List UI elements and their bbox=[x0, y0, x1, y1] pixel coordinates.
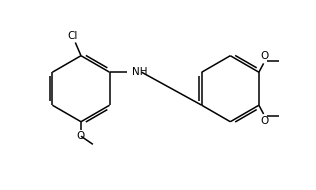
Text: O: O bbox=[260, 51, 268, 61]
Text: Cl: Cl bbox=[67, 31, 77, 41]
Text: O: O bbox=[77, 131, 85, 141]
Text: NH: NH bbox=[132, 67, 148, 77]
Text: O: O bbox=[260, 116, 268, 126]
